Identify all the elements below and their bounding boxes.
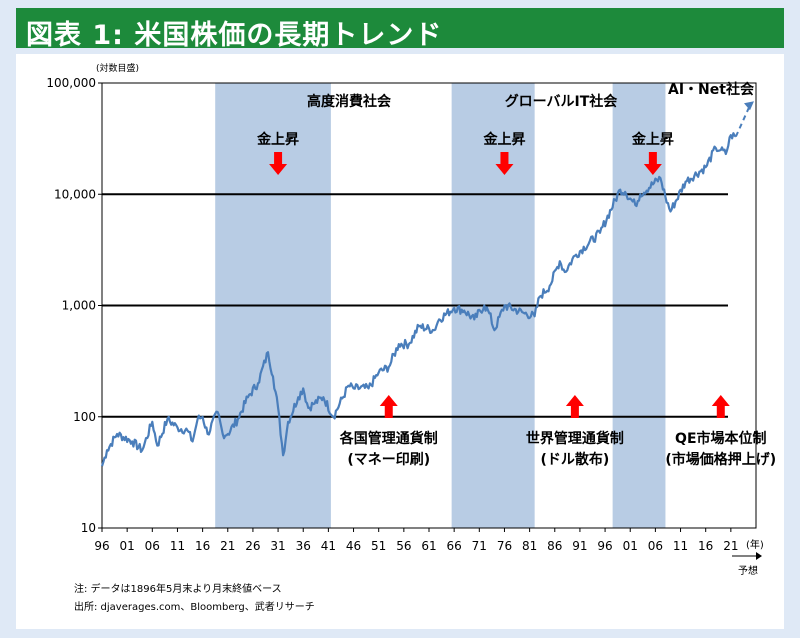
- forecast-arrow-head: [756, 552, 762, 560]
- red-down-arrow: [495, 152, 514, 175]
- x-tick-label: 01: [120, 539, 135, 553]
- x-tick-label: 71: [472, 539, 487, 553]
- y-tick-label: 10,000: [54, 187, 96, 201]
- x-tick-label: 46: [346, 539, 361, 553]
- x-tick-label: 41: [321, 539, 336, 553]
- x-tick-label: 76: [497, 539, 512, 553]
- forecast-line-arrowhead: [744, 101, 754, 111]
- x-tick-label: 11: [673, 539, 688, 553]
- price-series-line: [100, 132, 737, 467]
- x-tick-label: 31: [270, 539, 285, 553]
- red-down-arrow: [269, 152, 288, 175]
- x-tick-label: 01: [623, 539, 638, 553]
- y-tick-label: 100,000: [46, 76, 96, 90]
- x-tick-label: 96: [597, 539, 612, 553]
- annotation-label: 各国管理通貨制: [339, 430, 438, 447]
- era-label: AI・Net社会: [668, 81, 755, 98]
- title-bar: 図表 1: 米国株価の長期トレンド: [16, 8, 784, 51]
- annotation-label: QE市場本位制: [675, 430, 766, 447]
- annotation-sublabel: (マネー印刷): [347, 451, 430, 468]
- x-tick-label: 81: [522, 539, 537, 553]
- x-tick-label: 16: [195, 539, 210, 553]
- y-tick-label: 1,000: [62, 299, 96, 313]
- x-tick-label: 96: [94, 539, 109, 553]
- era-label: 高度消費社会: [307, 93, 392, 110]
- x-tick-label: 86: [547, 539, 562, 553]
- x-axis-label: (年): [746, 538, 764, 551]
- annotation-label: 金上昇: [631, 131, 674, 148]
- x-tick-label: 06: [648, 539, 663, 553]
- x-tick-label: 91: [572, 539, 587, 553]
- red-up-arrow: [565, 395, 584, 418]
- x-tick-label: 06: [145, 539, 160, 553]
- red-up-arrow: [711, 395, 730, 418]
- chart-title: 図表 1: 米国株価の長期トレンド: [26, 20, 443, 51]
- x-tick-label: 36: [296, 539, 311, 553]
- y-tick-label: 100: [73, 410, 96, 424]
- annotation-label: 金上昇: [482, 131, 525, 148]
- x-tick-label: 56: [396, 539, 411, 553]
- annotation-label: 金上昇: [256, 131, 299, 148]
- x-tick-label: 51: [371, 539, 386, 553]
- chart-panel: 10 100 1,000 10,000 100,000 96 01 06 11 16 21 26 31 3…: [16, 54, 784, 629]
- x-tick-label: 21: [220, 539, 235, 553]
- footer-source: 出所: djaverages.com、Bloomberg、武者リサーチ: [74, 600, 315, 613]
- annotation-sublabel: (ドル散布): [540, 451, 609, 468]
- red-down-arrow: [643, 152, 662, 175]
- y-tick-label: 10: [81, 521, 96, 535]
- x-tick-label: 26: [245, 539, 260, 553]
- x-tick-label: 61: [421, 539, 436, 553]
- x-tick-label: 21: [723, 539, 738, 553]
- y-axis-label: (対数目盛): [96, 62, 139, 74]
- x-tick-label: 16: [698, 539, 713, 553]
- annotation-sublabel: (市場価格押上げ): [665, 451, 776, 468]
- forecast-line: [734, 104, 751, 137]
- red-up-arrow: [379, 395, 398, 418]
- era-label: グローバルIT社会: [505, 93, 619, 110]
- annotation-label: 世界管理通貨制: [526, 430, 624, 447]
- x-tick-label: 11: [170, 539, 185, 553]
- footer-note: 注: データは1896年5月末より月末終値ベース: [74, 582, 282, 595]
- forecast-label: 予想: [738, 564, 758, 577]
- x-tick-label: 66: [447, 539, 462, 553]
- chart-svg: 10 100 1,000 10,000 100,000 96 01 06 11 16 21 26 31 3…: [46, 62, 776, 613]
